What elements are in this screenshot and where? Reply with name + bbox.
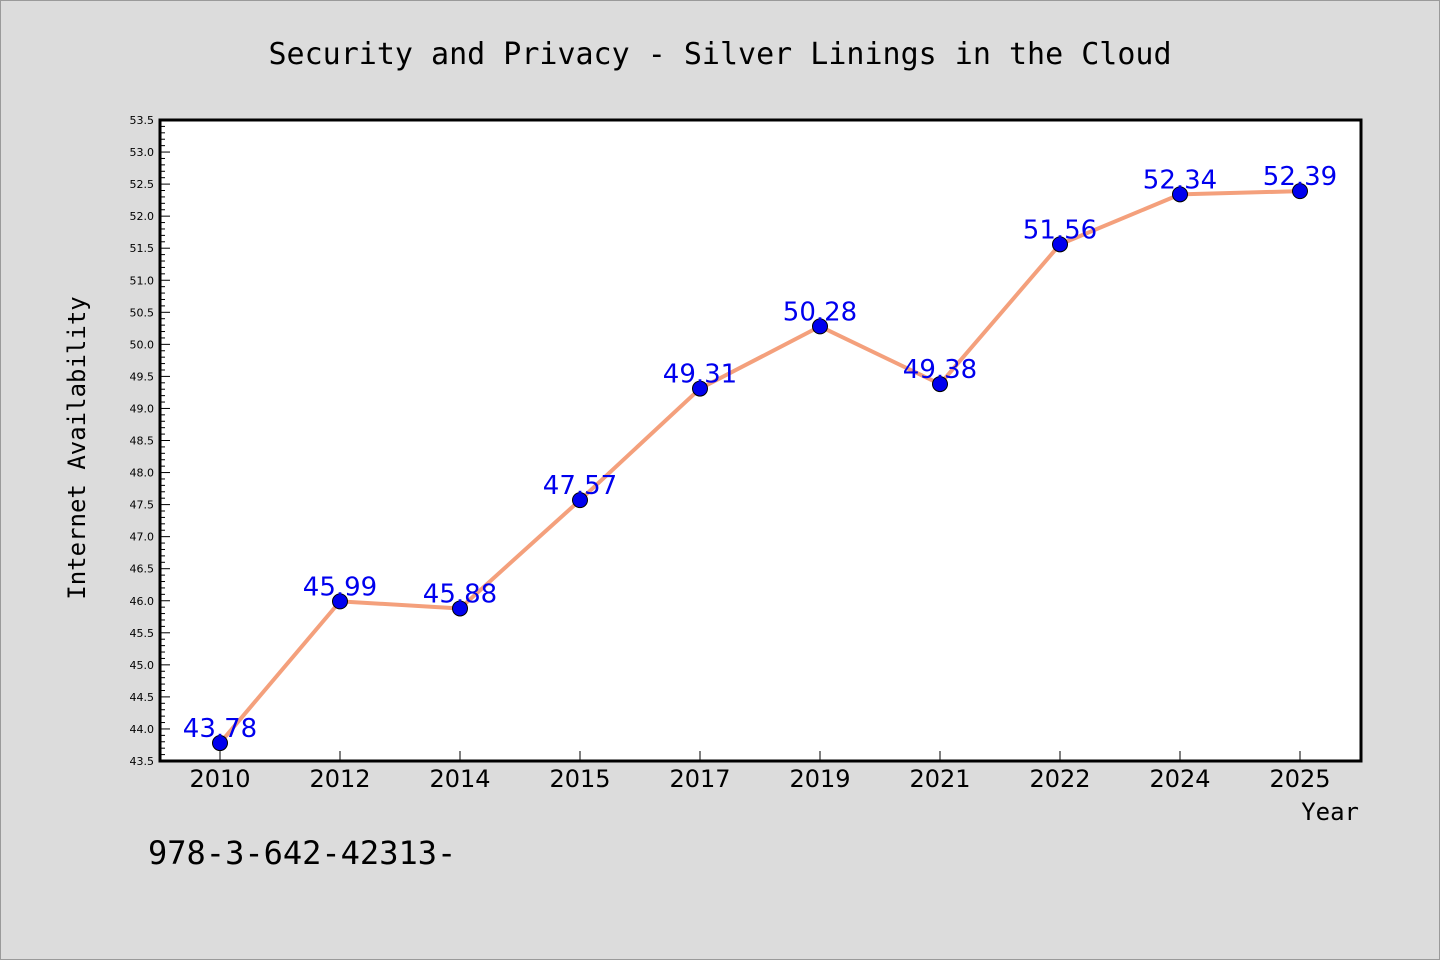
y-tick-label: 53.0 — [130, 146, 155, 159]
data-label: 45.88 — [423, 579, 497, 609]
x-tick-label: 2022 — [1029, 765, 1090, 793]
data-label: 49.38 — [903, 355, 977, 385]
y-axis: 43.5 44.0 44.5 45.0 45.5 46.0 46.5 47.0 47.5 48.0… — [130, 114, 170, 768]
y-tick-label: 48.5 — [130, 435, 155, 448]
y-tick-label: 44.0 — [130, 723, 155, 736]
y-tick-label: 49.0 — [130, 402, 155, 415]
x-tick-label: 2024 — [1149, 765, 1210, 793]
x-axis-label: Year — [1301, 798, 1359, 826]
y-axis-label: Internet Availability — [63, 296, 91, 599]
y-tick-label: 47.0 — [130, 531, 155, 544]
data-labels: 43.78 45.99 45.88 47.57 49.31 50.28 49.38 51.56… — [183, 162, 1337, 744]
y-tick-label: 43.5 — [130, 755, 155, 768]
x-tick-label: 2021 — [909, 765, 970, 793]
data-point — [692, 380, 708, 397]
data-label: 49.31 — [663, 360, 737, 390]
x-tick-label: 2015 — [549, 765, 610, 793]
y-tick-label: 45.0 — [130, 659, 155, 672]
y-tick-label: 44.5 — [130, 691, 155, 704]
series-line — [218, 189, 1301, 745]
series-markers — [212, 183, 1308, 752]
y-tick-label: 52.5 — [130, 178, 155, 191]
data-point — [932, 376, 948, 393]
y-tick-label: 46.5 — [130, 563, 155, 576]
x-tick-label: 2012 — [309, 765, 370, 793]
y-tick-label: 47.5 — [130, 499, 155, 512]
data-label: 45.99 — [303, 572, 377, 602]
y-tick-label: 52.0 — [130, 210, 155, 223]
data-point — [332, 593, 348, 610]
data-point — [452, 600, 468, 617]
y-tick-label: 51.5 — [130, 242, 155, 255]
data-point — [812, 318, 828, 335]
y-tick-label: 50.5 — [130, 306, 155, 319]
y-tick-label: 46.0 — [130, 595, 155, 608]
x-axis: 2010 2012 2014 2015 2017 2019 2021 2022 2024 2025 — [189, 751, 1331, 793]
data-label: 52.34 — [1143, 165, 1217, 195]
x-tick-label: 2025 — [1269, 765, 1330, 793]
x-tick-label: 2010 — [189, 765, 250, 793]
data-point — [572, 492, 588, 509]
data-label: 43.78 — [183, 714, 257, 744]
x-tick-label: 2014 — [429, 765, 490, 793]
y-tick-label: 51.0 — [130, 274, 155, 287]
data-point — [212, 735, 228, 752]
data-label: 51.56 — [1023, 215, 1097, 245]
chart-title: Security and Privacy - Silver Linings in… — [268, 37, 1171, 72]
plot-area — [158, 118, 1363, 763]
data-label: 50.28 — [783, 297, 857, 327]
y-tick-label: 53.5 — [130, 114, 155, 127]
y-tick-label: 48.0 — [130, 467, 155, 480]
data-label: 47.57 — [543, 471, 617, 501]
y-tick-label: 50.0 — [130, 338, 155, 351]
data-point — [1292, 183, 1308, 200]
x-tick-label: 2017 — [669, 765, 730, 793]
y-tick-label: 49.5 — [130, 370, 155, 383]
footer-text: 978-3-642-42313- — [148, 834, 456, 872]
data-point — [1052, 236, 1068, 253]
data-label: 52.39 — [1263, 162, 1337, 192]
y-tick-label: 45.5 — [130, 627, 155, 640]
data-point — [1172, 186, 1188, 203]
x-tick-label: 2019 — [789, 765, 850, 793]
